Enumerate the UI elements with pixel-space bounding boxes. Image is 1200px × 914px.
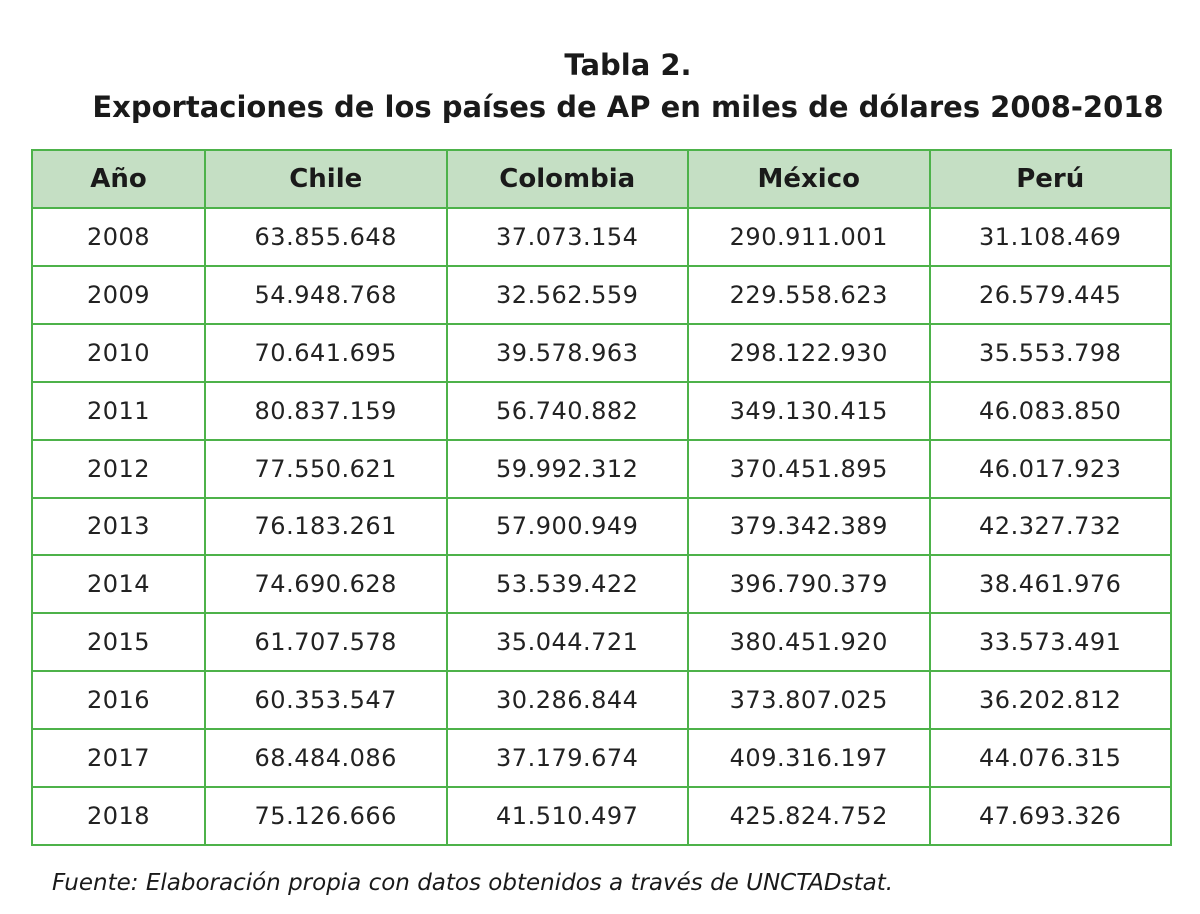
table-row: 2008 63.855.648 37.073.154 290.911.001 31.10… [31, 207, 1172, 267]
source-note: Fuente: Elaboración propia con datos obt… [52, 870, 894, 896]
cell-mexico: 396.790.379 [687, 554, 931, 615]
cell-peru: 36.202.812 [928, 670, 1172, 731]
cell-chile: 74.690.628 [204, 554, 448, 615]
cell-peru: 44.076.315 [928, 728, 1172, 789]
cell-colombia: 53.539.422 [445, 554, 689, 615]
cell-colombia: 41.510.497 [445, 786, 689, 846]
cell-peru: 26.579.445 [928, 264, 1172, 325]
cell-colombia: 39.578.963 [445, 322, 689, 383]
cell-peru: 47.693.326 [928, 786, 1172, 846]
cell-year: 2009 [31, 264, 206, 325]
cell-mexico: 229.558.623 [687, 264, 931, 325]
cell-peru: 42.327.732 [928, 496, 1172, 557]
header-colombia: Colombia [445, 149, 689, 209]
cell-colombia: 56.740.882 [445, 380, 689, 441]
cell-year: 2013 [31, 496, 206, 557]
table-title: Tabla 2. Exportaciones de los países de … [0, 44, 1200, 128]
cell-colombia: 57.900.949 [445, 496, 689, 557]
cell-colombia: 32.562.559 [445, 264, 689, 325]
cell-chile: 68.484.086 [204, 728, 448, 789]
cell-colombia: 59.992.312 [445, 438, 689, 499]
cell-year: 2014 [31, 554, 206, 615]
cell-chile: 54.948.768 [204, 264, 448, 325]
cell-chile: 80.837.159 [204, 380, 448, 441]
cell-mexico: 379.342.389 [687, 496, 931, 557]
cell-mexico: 298.122.930 [687, 322, 931, 383]
header-chile: Chile [204, 149, 448, 209]
cell-colombia: 37.073.154 [445, 207, 689, 267]
cell-peru: 46.017.923 [928, 438, 1172, 499]
cell-year: 2016 [31, 670, 206, 731]
cell-mexico: 370.451.895 [687, 438, 931, 499]
table-row: 2012 77.550.621 59.992.312 370.451.895 46.01… [31, 438, 1172, 499]
table-row: 2017 68.484.086 37.179.674 409.316.197 44.07… [31, 728, 1172, 789]
table-row: 2015 61.707.578 35.044.721 380.451.920 33.57… [31, 612, 1172, 673]
cell-mexico: 409.316.197 [687, 728, 931, 789]
exports-table: Año Chile Colombia México Perú 2008 63.85… [31, 149, 1172, 846]
header-peru: Perú [928, 149, 1172, 209]
cell-mexico: 290.911.001 [687, 207, 931, 267]
table-row: 2010 70.641.695 39.578.963 298.122.930 35.55… [31, 322, 1172, 383]
header-row: Año Chile Colombia México Perú [31, 149, 1172, 209]
cell-year: 2018 [31, 786, 206, 846]
table-body: 2008 63.855.648 37.073.154 290.911.001 31.10… [31, 207, 1172, 846]
cell-year: 2011 [31, 380, 206, 441]
header-mexico: México [687, 149, 931, 209]
table-row: 2011 80.837.159 56.740.882 349.130.415 46.08… [31, 380, 1172, 441]
cell-chile: 70.641.695 [204, 322, 448, 383]
cell-colombia: 30.286.844 [445, 670, 689, 731]
cell-peru: 46.083.850 [928, 380, 1172, 441]
cell-peru: 38.461.976 [928, 554, 1172, 615]
cell-chile: 75.126.666 [204, 786, 448, 846]
cell-year: 2008 [31, 207, 206, 267]
cell-peru: 33.573.491 [928, 612, 1172, 673]
table-row: 2014 74.690.628 53.539.422 396.790.379 38.46… [31, 554, 1172, 615]
cell-year: 2015 [31, 612, 206, 673]
table-row: 2018 75.126.666 41.510.497 425.824.752 47.69… [31, 786, 1172, 846]
cell-peru: 35.553.798 [928, 322, 1172, 383]
header-year: Año [31, 149, 206, 209]
cell-mexico: 425.824.752 [687, 786, 931, 846]
cell-chile: 61.707.578 [204, 612, 448, 673]
cell-chile: 60.353.547 [204, 670, 448, 731]
table-row: 2009 54.948.768 32.562.559 229.558.623 26.57… [31, 264, 1172, 325]
cell-chile: 63.855.648 [204, 207, 448, 267]
table-row: 2016 60.353.547 30.286.844 373.807.025 36.20… [31, 670, 1172, 731]
cell-mexico: 373.807.025 [687, 670, 931, 731]
cell-year: 2012 [31, 438, 206, 499]
cell-year: 2017 [31, 728, 206, 789]
cell-colombia: 35.044.721 [445, 612, 689, 673]
cell-mexico: 349.130.415 [687, 380, 931, 441]
table-caption: Exportaciones de los países de AP en mil… [92, 90, 1164, 124]
cell-chile: 76.183.261 [204, 496, 448, 557]
cell-peru: 31.108.469 [928, 207, 1172, 267]
table-number: Tabla 2. [564, 48, 692, 82]
cell-mexico: 380.451.920 [687, 612, 931, 673]
table-row: 2013 76.183.261 57.900.949 379.342.389 42.32… [31, 496, 1172, 557]
cell-year: 2010 [31, 322, 206, 383]
cell-chile: 77.550.621 [204, 438, 448, 499]
cell-colombia: 37.179.674 [445, 728, 689, 789]
